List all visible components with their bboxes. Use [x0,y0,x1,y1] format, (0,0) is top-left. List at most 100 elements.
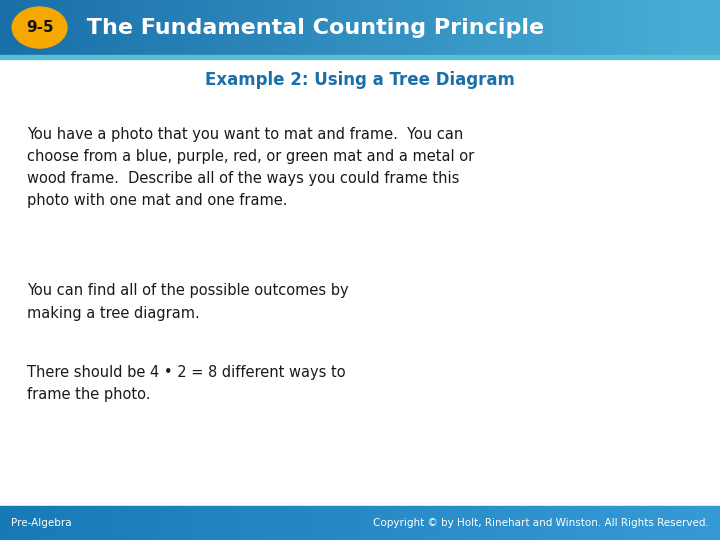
Bar [312,0,325,55]
Bar [648,506,661,540]
Bar [408,0,420,55]
Bar [540,506,553,540]
Bar [60,0,73,55]
Bar [228,506,240,540]
Bar [168,0,181,55]
Bar [516,0,528,55]
Bar [12,0,24,55]
Bar [420,506,433,540]
Bar [300,506,312,540]
Bar [132,0,145,55]
Bar [480,506,492,540]
Bar [36,0,49,55]
Bar [396,0,409,55]
Bar [576,506,589,540]
Bar [192,506,204,540]
Bar [552,0,564,55]
Text: There should be 4 • 2 = 8 different ways to
frame the photo.: There should be 4 • 2 = 8 different ways… [27,364,346,402]
Bar [504,0,517,55]
Bar [504,506,517,540]
Bar [444,506,456,540]
Bar [384,0,397,55]
Bar [696,506,708,540]
Bar [216,506,229,540]
Bar [660,0,672,55]
Bar [372,506,384,540]
Bar [84,0,96,55]
Bar [252,506,265,540]
Bar [72,0,85,55]
Text: You have a photo that you want to mat and frame.  You can
choose from a blue, pu: You have a photo that you want to mat an… [27,127,474,208]
Bar [204,506,217,540]
Bar [624,0,636,55]
Bar [168,506,181,540]
Bar [348,506,361,540]
Bar [120,506,132,540]
Bar [492,0,505,55]
Bar [588,506,600,540]
Bar [144,0,157,55]
Bar [444,0,456,55]
Bar [24,0,37,55]
Bar [576,0,589,55]
Circle shape [12,7,67,48]
Bar [144,506,157,540]
Bar [456,506,469,540]
Bar [180,0,193,55]
Bar [516,506,528,540]
Bar [336,506,348,540]
Bar [648,0,661,55]
Bar [432,506,445,540]
Bar [612,0,625,55]
Bar [180,506,193,540]
Bar [528,506,541,540]
Bar [384,506,397,540]
Bar [204,0,217,55]
Bar [108,506,121,540]
Bar [0,506,13,540]
Bar [12,506,24,540]
Bar [540,0,553,55]
Bar [660,506,672,540]
Bar [156,0,168,55]
Bar [36,506,49,540]
Bar [288,0,301,55]
Text: The Fundamental Counting Principle: The Fundamental Counting Principle [79,17,544,38]
Bar [564,506,577,540]
Bar [228,0,240,55]
Bar [372,0,384,55]
Bar [240,506,253,540]
Bar [672,506,685,540]
Bar [432,0,445,55]
Bar [480,0,492,55]
Bar [528,0,541,55]
Bar [636,0,649,55]
Bar [48,0,60,55]
Bar [684,0,697,55]
Bar [0,0,13,55]
Bar [84,506,96,540]
Bar [0,55,720,59]
Bar [72,506,85,540]
Bar [696,0,708,55]
Bar [192,0,204,55]
Bar [468,0,481,55]
Bar [552,506,564,540]
Bar [420,0,433,55]
Bar [216,0,229,55]
Bar [492,506,505,540]
Bar [96,0,109,55]
Bar [456,0,469,55]
Bar [636,506,649,540]
Bar [564,0,577,55]
Bar [684,506,697,540]
Bar [672,0,685,55]
Bar [708,506,720,540]
Bar [288,506,301,540]
Bar [468,506,481,540]
Bar [600,0,613,55]
Bar [24,506,37,540]
Bar [324,0,337,55]
Bar [396,506,409,540]
Bar [156,506,168,540]
